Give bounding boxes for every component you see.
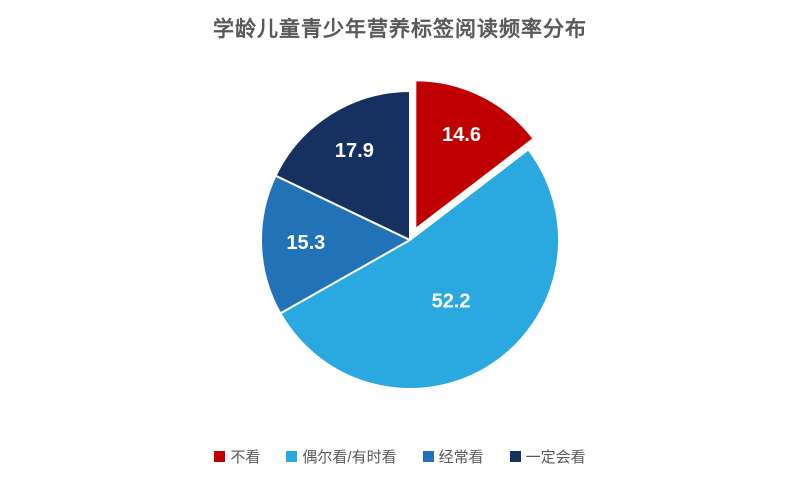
- legend-swatch-icon: [422, 451, 434, 462]
- legend-label: 经常看: [438, 449, 484, 466]
- legend-item-ouerkan[interactable]: 偶尔看/有时看: [286, 446, 397, 467]
- legend-label: 不看: [230, 449, 261, 466]
- pie-slice-2[interactable]: [259, 174, 411, 315]
- legend-item-bukan[interactable]: 不看: [214, 446, 260, 467]
- pie-data-label: 15.3: [286, 232, 325, 254]
- pie-slice-1[interactable]: [279, 148, 560, 390]
- pie-data-label: 52.2: [432, 290, 471, 312]
- legend-swatch-icon: [214, 451, 226, 462]
- pie-data-label: 17.9: [335, 140, 374, 162]
- pie-chart: 14.6 52.2 15.3 17.9: [259, 79, 560, 390]
- legend-item-yidinghuikan[interactable]: 一定会看: [509, 446, 586, 467]
- legend-swatch-icon: [286, 451, 298, 462]
- chart-title: 学龄儿童青少年营养标签阅读频率分布: [213, 18, 587, 41]
- legend-label: 偶尔看/有时看: [302, 449, 397, 466]
- pie-slice-3[interactable]: [274, 90, 411, 241]
- legend-item-jingchangkan[interactable]: 经常看: [422, 446, 484, 467]
- legend-swatch-icon: [509, 451, 521, 462]
- legend-label: 一定会看: [525, 449, 586, 466]
- pie-slice-0[interactable]: [414, 79, 535, 231]
- chart-legend: 不看 偶尔看/有时看 经常看 一定会看: [0, 446, 800, 467]
- pie-data-label: 14.6: [442, 124, 481, 146]
